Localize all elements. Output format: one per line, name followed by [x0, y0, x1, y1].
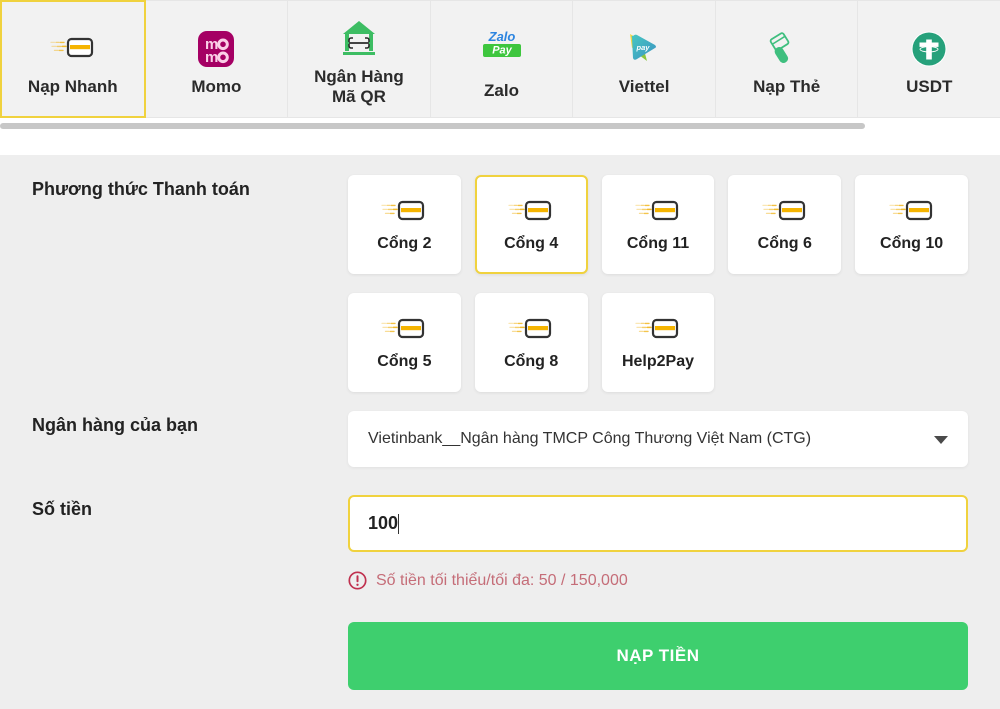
svg-text:Zalo: Zalo — [487, 29, 515, 44]
svg-text:m: m — [205, 49, 218, 66]
svg-text:Pay: Pay — [492, 45, 512, 57]
svg-text:pay: pay — [636, 43, 651, 52]
